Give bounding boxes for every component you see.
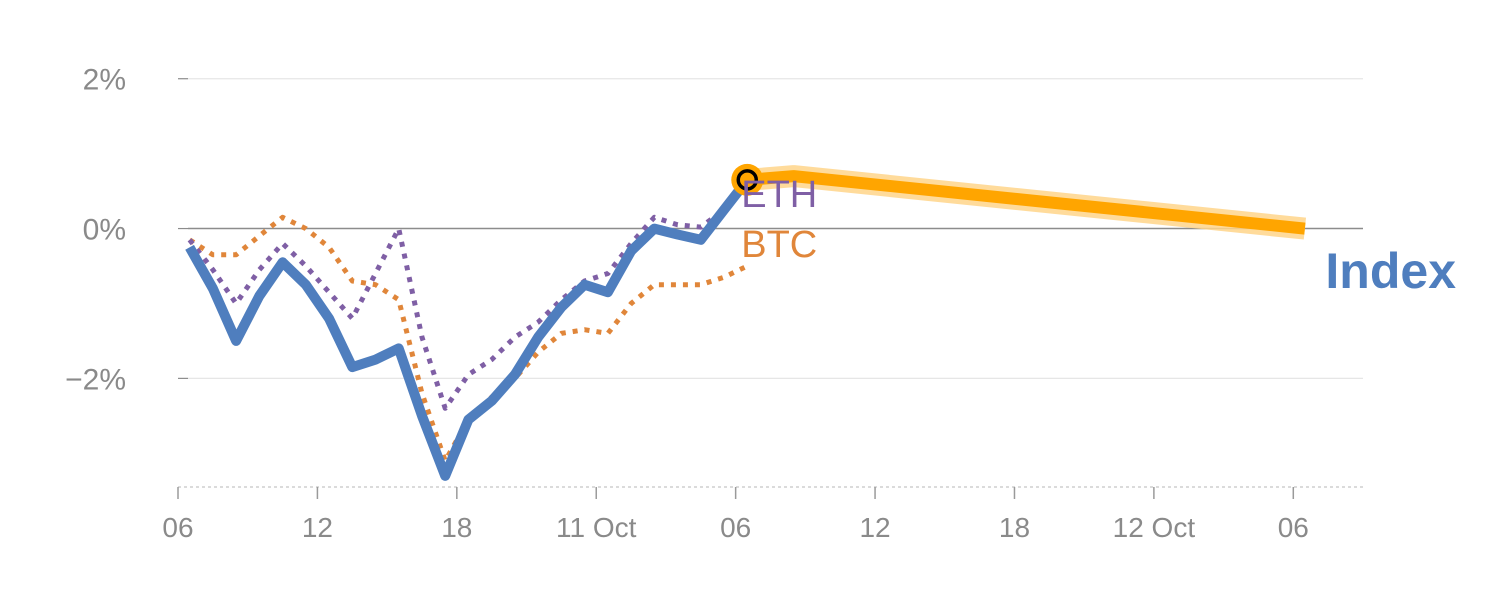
x-tick-label: 06 — [1278, 512, 1309, 543]
label-btc: BTC — [741, 224, 817, 266]
y-tick-label: −2% — [65, 363, 126, 396]
label-eth: ETH — [741, 174, 817, 216]
y-tick-label: 0% — [83, 214, 126, 247]
x-tick-label: 11 Oct — [556, 512, 637, 543]
x-tick-label: 06 — [720, 512, 751, 543]
series-line-eth — [187, 181, 750, 411]
axis-layer: 2% 0% −2% 06 12 18 11 Oct 06 12 18 12 Oct 06 — [65, 64, 1363, 543]
forecast-line — [746, 170, 1306, 235]
x-tick-label: 18 — [999, 512, 1030, 543]
x-tick-label: 18 — [441, 512, 472, 543]
series-line-btc — [188, 214, 749, 464]
forecast-start-marker-ring — [736, 169, 759, 191]
y-tick-label: 2% — [83, 64, 126, 97]
series-line-index — [185, 176, 752, 481]
forecast-start-marker — [731, 163, 764, 196]
label-layer: ETH BTC Index — [741, 174, 1456, 299]
x-tick-label: 12 — [859, 512, 890, 543]
x-tick-label: 12 Oct — [1113, 512, 1196, 543]
x-tick-label: 12 — [302, 512, 333, 543]
grid-layer — [178, 78, 1363, 379]
x-tick-label: 06 — [162, 512, 193, 543]
series-layer — [185, 163, 1307, 481]
label-index: Index — [1325, 243, 1456, 299]
